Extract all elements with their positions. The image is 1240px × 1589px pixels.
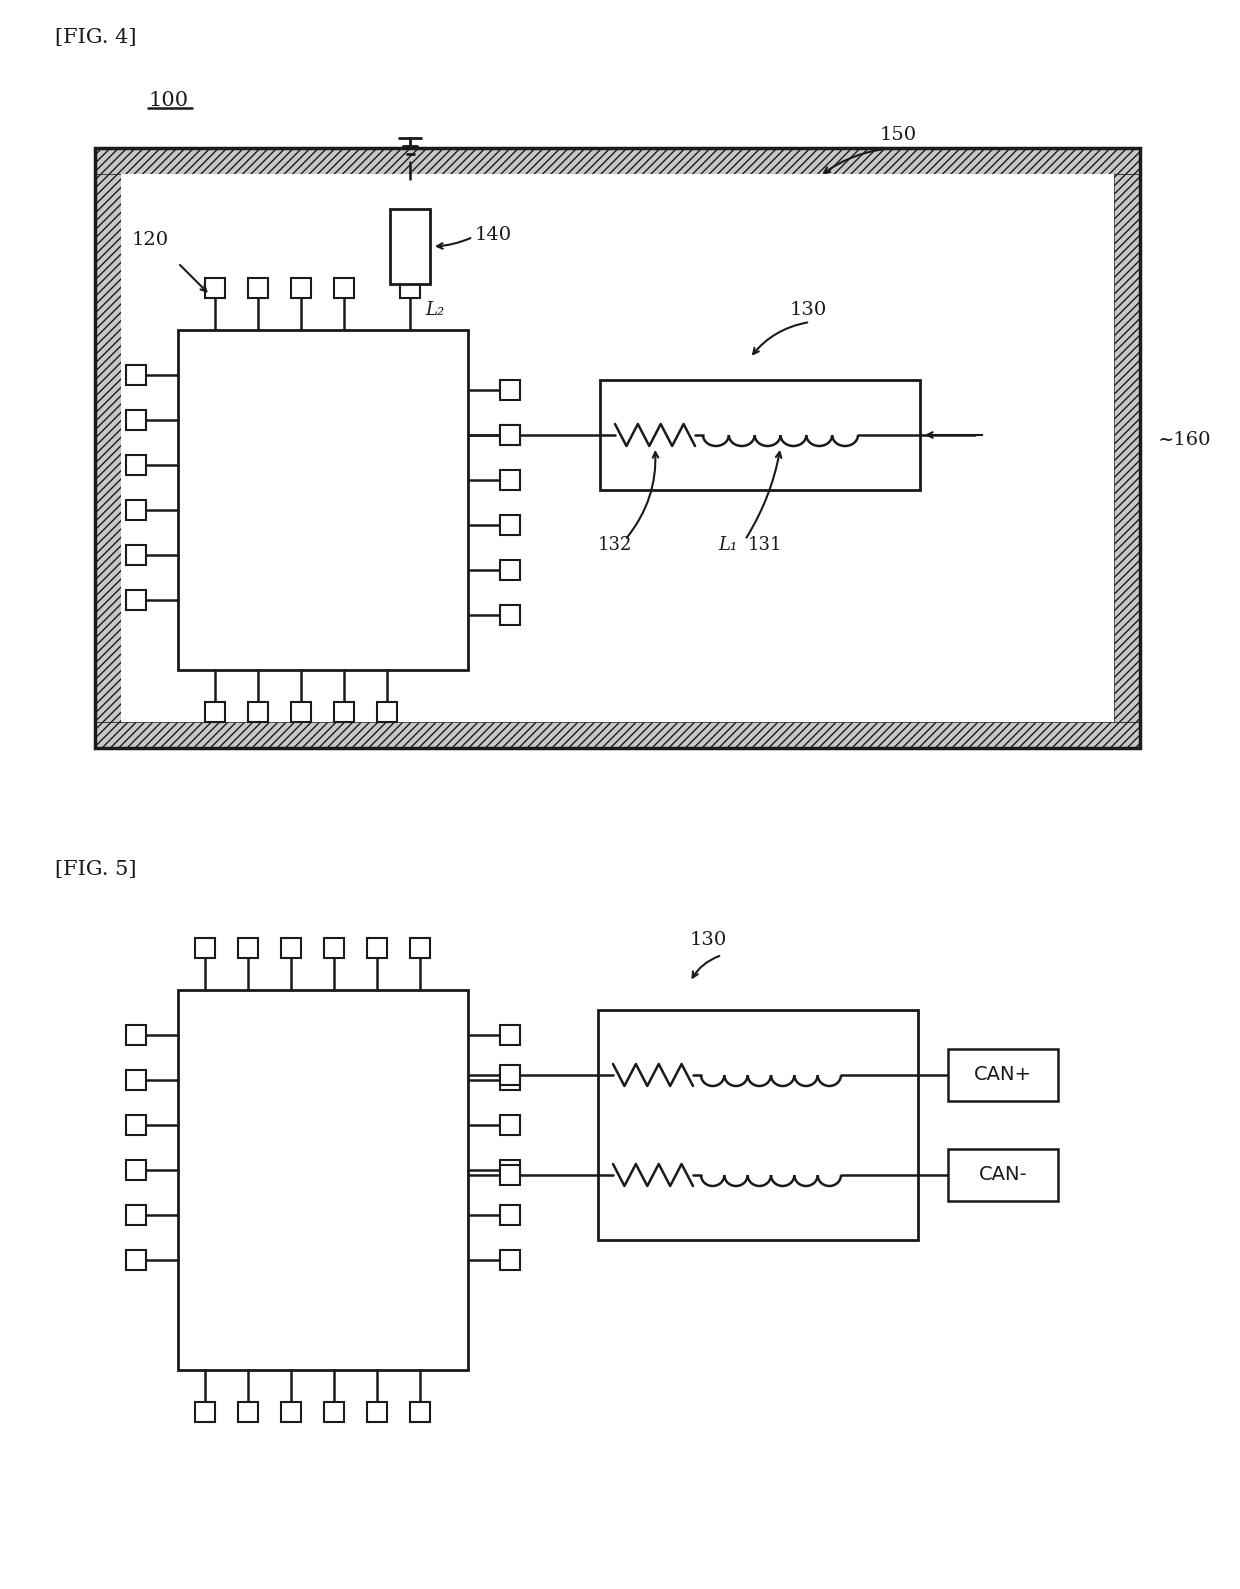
Text: 131: 131 (748, 535, 782, 555)
Bar (126, 545, 146, 566)
Bar (500, 1204, 520, 1225)
Bar (500, 424, 520, 445)
Text: 130: 130 (689, 931, 727, 949)
Bar (410, 1401, 430, 1422)
Bar (238, 1401, 258, 1422)
Bar (126, 1025, 146, 1046)
Bar (334, 702, 353, 721)
Text: L₂: L₂ (425, 300, 444, 319)
Bar (179, 990, 467, 1370)
Bar (281, 938, 301, 958)
Text: 100: 100 (148, 91, 188, 110)
Text: ~160: ~160 (1158, 431, 1211, 450)
Bar (367, 938, 387, 958)
Bar (291, 702, 311, 721)
Bar (500, 380, 520, 400)
Text: L₁: L₁ (718, 535, 738, 555)
Bar (248, 278, 268, 299)
Bar (598, 1011, 918, 1239)
Text: [FIG. 5]: [FIG. 5] (55, 861, 136, 879)
Bar (500, 1069, 520, 1090)
Text: 120: 120 (131, 230, 169, 249)
Bar (367, 1401, 387, 1422)
Text: 140: 140 (475, 226, 512, 245)
Bar (500, 559, 520, 580)
Bar (500, 515, 520, 535)
Bar (126, 1160, 146, 1181)
Bar (195, 938, 215, 958)
Bar (500, 1165, 520, 1185)
Bar (334, 278, 353, 299)
Text: CAN+: CAN+ (973, 1066, 1032, 1085)
Bar (195, 1401, 215, 1422)
Bar (126, 590, 146, 610)
Bar (500, 1065, 520, 1085)
Bar (95, 175, 122, 721)
Bar (401, 278, 420, 299)
Text: [FIG. 4]: [FIG. 4] (55, 29, 136, 48)
Text: 130: 130 (790, 300, 827, 319)
Bar (500, 1025, 520, 1046)
Bar (500, 1160, 520, 1181)
Bar (377, 702, 397, 721)
Bar (391, 210, 430, 284)
Bar (500, 470, 520, 489)
Bar (95, 148, 1140, 748)
Text: 132: 132 (598, 535, 632, 555)
Bar (949, 1149, 1058, 1201)
Bar (1114, 175, 1140, 721)
Bar (95, 721, 1140, 748)
Bar (126, 1069, 146, 1090)
Bar (281, 1401, 301, 1422)
Bar (205, 278, 224, 299)
Bar (500, 1115, 520, 1135)
Bar (500, 424, 520, 445)
Bar (126, 501, 146, 520)
Bar (410, 938, 430, 958)
Bar (126, 365, 146, 385)
Bar (949, 1049, 1058, 1101)
Bar (248, 702, 268, 721)
Bar (95, 148, 1140, 175)
Bar (600, 380, 920, 489)
Text: CAN-: CAN- (978, 1165, 1027, 1184)
Bar (324, 1401, 343, 1422)
Bar (126, 1204, 146, 1225)
Bar (126, 410, 146, 431)
Bar (126, 1115, 146, 1135)
Bar (238, 938, 258, 958)
Bar (500, 1251, 520, 1270)
Bar (324, 938, 343, 958)
Bar (500, 605, 520, 624)
Bar (122, 175, 1114, 721)
Text: 150: 150 (880, 126, 918, 145)
Bar (126, 454, 146, 475)
Bar (126, 1251, 146, 1270)
Bar (205, 702, 224, 721)
Bar (179, 331, 467, 671)
Bar (291, 278, 311, 299)
